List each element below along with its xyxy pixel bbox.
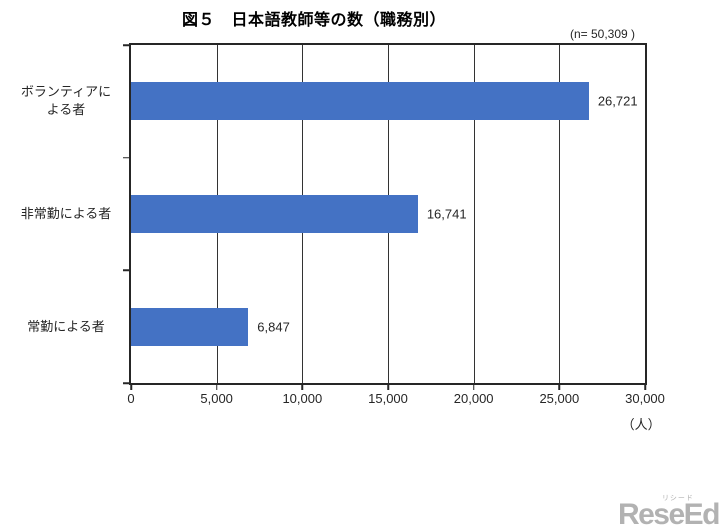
category-label-text: 常勤による者 bbox=[27, 318, 105, 334]
x-axis-tick-label: 0 bbox=[127, 391, 135, 406]
bar bbox=[131, 82, 589, 121]
bar bbox=[131, 195, 418, 233]
x-axis-tick bbox=[215, 383, 218, 390]
x-axis-tick bbox=[472, 383, 475, 390]
figure-title: 図５ 日本語教師等の数（職務別） bbox=[182, 12, 447, 29]
category-label-text: 非常勤による者 bbox=[20, 205, 112, 221]
x-axis-tick-label: 25,000 bbox=[539, 391, 580, 406]
bar bbox=[131, 307, 249, 346]
gridline bbox=[473, 45, 475, 383]
x-axis-tick-label: 5,000 bbox=[200, 391, 233, 406]
x-axis-tick bbox=[301, 383, 304, 390]
reseed-logo-furigana: リシード bbox=[661, 495, 694, 502]
category-label-text: ボランティアに よる者 bbox=[20, 84, 112, 118]
bar-value-label: 6,847 bbox=[257, 319, 290, 335]
reseed-logo-text: ReseEd bbox=[617, 498, 721, 531]
category-label: 常勤による者 bbox=[8, 270, 124, 383]
x-axis-tick-label: 30,000 bbox=[625, 391, 665, 406]
plot-area: （人） 0 5,000 10,000 15,000 20,000 25,000 30,000… bbox=[21, 43, 665, 432]
x-axis-unit-label: （人） bbox=[621, 417, 661, 432]
bar-value-label: 16,741 bbox=[426, 206, 467, 222]
bar-value-label: 26,721 bbox=[597, 93, 638, 109]
y-axis-tick bbox=[123, 44, 131, 46]
reseed-logo: リシード ReseEd bbox=[617, 495, 721, 531]
x-axis-tick bbox=[558, 383, 561, 390]
x-axis-tick bbox=[644, 383, 646, 390]
x-axis-tick bbox=[130, 383, 132, 390]
gridline bbox=[559, 45, 561, 383]
sample-size-label: (n= 50,309 ) bbox=[569, 27, 635, 41]
y-axis-tick bbox=[123, 156, 131, 159]
x-axis-tick bbox=[387, 383, 389, 390]
y-axis-tick bbox=[123, 382, 131, 384]
category-label: 非常勤による者 bbox=[8, 158, 124, 271]
y-axis-tick bbox=[123, 269, 131, 272]
x-axis-tick-label: 10,000 bbox=[282, 391, 323, 406]
x-axis-tick-label: 20,000 bbox=[453, 391, 494, 406]
category-label: ボランティアに よる者 bbox=[8, 45, 124, 158]
x-axis-tick-label: 15,000 bbox=[368, 391, 408, 406]
